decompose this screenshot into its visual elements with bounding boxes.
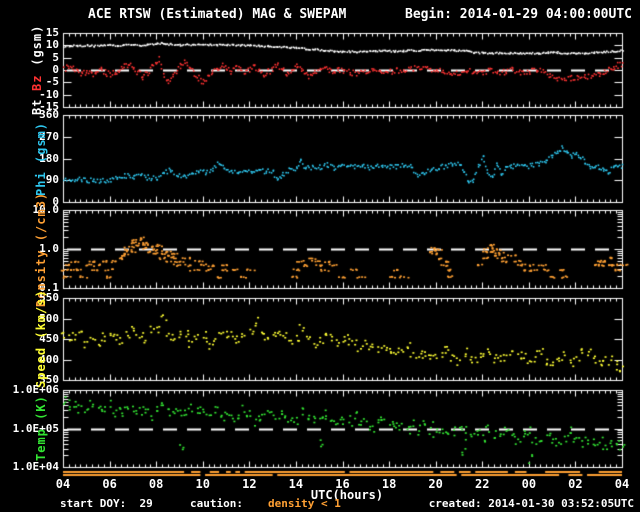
ytick-label-phi: 0 (52, 195, 59, 208)
xtick-label: 06 (102, 477, 117, 491)
start-doy-text: start DOY: 29 (60, 497, 153, 510)
xtick-label: 18 (381, 477, 397, 491)
y-axis-title-part: Speed (km/s) (34, 289, 48, 389)
y-axis-title-temp: Temp (K) (34, 390, 48, 467)
ytick-label-temp: 1.0E+06 (12, 383, 59, 396)
ytick-label-speed: 400 (39, 352, 59, 366)
ytick-label-speed: 550 (39, 291, 59, 304)
y-axis-title-part: (gsm) (30, 24, 44, 75)
page-title: ACE RTSW (Estimated) MAG & SWEPAM (88, 7, 347, 22)
ytick-label-mag: 15 (45, 26, 59, 39)
y-axis-title-phi: Phi (gsm) (34, 115, 48, 202)
xtick-label: 16 (335, 477, 350, 491)
ytick-label-mag: -15 (39, 100, 59, 113)
ytick-label-mag: -10 (39, 87, 59, 101)
ytick-label-speed: 500 (39, 311, 59, 325)
x-axis-title: UTC(hours) (310, 488, 384, 502)
xtick-label: 10 (195, 477, 210, 491)
ytick-label-phi: 360 (39, 108, 59, 121)
created-timestamp: created: 2014-01-30 03:52:05UTC (428, 497, 634, 510)
xtick-label: 02 (568, 477, 583, 491)
ytick-label-phi: 180 (39, 151, 59, 165)
ytick-label-phi: 90 (45, 173, 59, 187)
begin-timestamp: Begin: 2014-01-29 04:00:00UTC (405, 7, 632, 22)
caution-label: caution: (190, 497, 243, 510)
y-axis-title-part: Bz (30, 74, 44, 91)
xtick-label: 14 (288, 477, 304, 491)
xtick-label: 12 (242, 477, 257, 491)
ytick-label-mag: 10 (45, 38, 59, 52)
y-axis-title-density: Density (/cm3) (34, 191, 48, 306)
caution-value: density < 1 (268, 497, 341, 510)
xtick-label: 22 (475, 477, 490, 491)
ytick-label-speed: 450 (39, 332, 59, 345)
xtick-label: 08 (148, 477, 164, 491)
ytick-label-density: 0.1 (39, 281, 59, 294)
ytick-label-mag: -5 (45, 75, 59, 89)
ytick-label-density: 1.0 (39, 242, 59, 255)
xtick-label: 04 (55, 477, 71, 491)
xtick-label: 04 (614, 477, 630, 491)
ytick-label-temp: 1.0E+05 (12, 421, 59, 435)
ytick-label-temp: 1.0E+04 (12, 460, 59, 473)
ytick-label-mag: 0 (52, 63, 59, 76)
y-axis-title-speed: Speed (km/s) (34, 290, 48, 389)
y-axis-title-part: Phi (gsm) (34, 121, 48, 196)
ytick-label-phi: 270 (39, 129, 59, 143)
ytick-label-speed: 350 (39, 373, 59, 386)
ytick-label-density: 10.0 (32, 203, 60, 216)
xtick-label: 00 (521, 477, 537, 491)
ytick-label-mag: 5 (52, 50, 59, 64)
xtick-label: 20 (428, 477, 443, 491)
y-axis-title-mag: Bt Bz (gsm) (30, 25, 44, 116)
y-axis-title-part: Temp (K) (34, 395, 48, 462)
